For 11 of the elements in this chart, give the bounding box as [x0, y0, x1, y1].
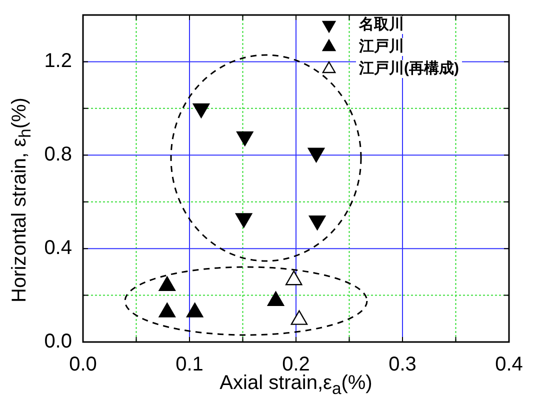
legend-label: 江戸川	[358, 38, 404, 56]
legend-label: 名取川	[358, 16, 404, 34]
y-tick-label: 0.0	[44, 330, 72, 353]
x-tick-label: 0.0	[69, 354, 97, 376]
x-tick-label: 0.4	[495, 354, 523, 376]
y-tick-label: 0.8	[44, 144, 72, 166]
legend-label: 江戸川(再構成)	[358, 60, 459, 78]
y-tick-label: 0.4	[44, 237, 72, 260]
y-tick-label: 1.2	[44, 50, 72, 72]
x-tick-label: 0.3	[388, 354, 416, 376]
x-tick-label: 0.1	[176, 354, 204, 376]
